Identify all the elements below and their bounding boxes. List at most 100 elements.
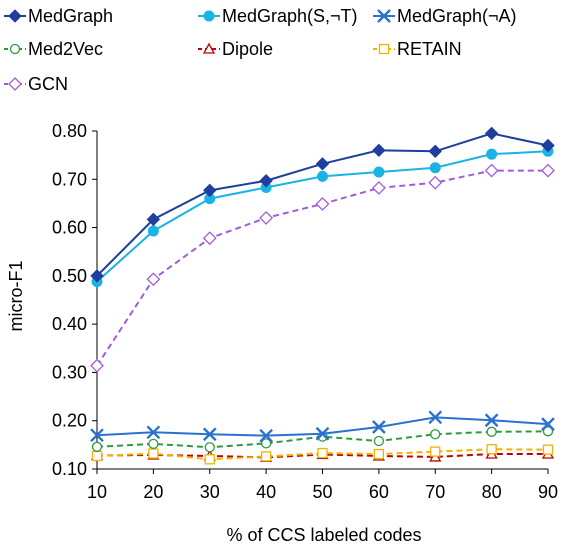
data-point <box>428 144 442 158</box>
series-line <box>96 430 549 449</box>
data-point <box>204 442 215 453</box>
data-point <box>486 444 497 455</box>
x-tick-label: 90 <box>538 482 558 502</box>
legend-swatch-marker <box>202 42 216 54</box>
data-point <box>91 450 103 462</box>
y-tick-label: 0.50 <box>52 266 87 286</box>
data-point <box>371 181 386 195</box>
data-point <box>90 269 104 283</box>
legend-swatch-marker <box>9 43 21 55</box>
data-point <box>202 427 217 442</box>
data-point <box>430 429 441 440</box>
legend-label: RETAIN <box>397 39 462 59</box>
x-tick-label: 10 <box>87 482 107 502</box>
series-med2vec <box>91 426 554 453</box>
x-tick-label: 30 <box>200 482 220 502</box>
legend-item: Med2Vec <box>4 39 103 59</box>
data-point <box>202 231 217 246</box>
data-point <box>372 420 386 434</box>
data-point <box>428 175 443 190</box>
data-point <box>315 196 330 211</box>
series-line <box>96 448 549 461</box>
data-point <box>90 358 104 373</box>
x-tick-label: 40 <box>256 482 276 502</box>
y-tick-label: 0.30 <box>52 362 87 382</box>
data-point <box>541 163 555 178</box>
legend-item: GCN <box>4 74 68 94</box>
data-point <box>204 454 215 465</box>
data-point <box>91 441 103 452</box>
legend-label: Med2Vec <box>28 39 103 59</box>
y-tick-label: 0.10 <box>52 459 87 479</box>
axes: micro-F1 % of CCS labeled codes <box>6 261 422 546</box>
y-tick-label: 0.20 <box>52 411 87 431</box>
y-tick-label: 0.70 <box>52 169 87 189</box>
y-tick-label: 0.60 <box>52 218 87 238</box>
x-axis-label: % of CCS labeled codes <box>226 525 421 545</box>
y-tick-label: 0.40 <box>52 314 87 334</box>
data-point <box>260 451 272 462</box>
series-medgraph <box>90 126 555 283</box>
data-point <box>542 444 554 455</box>
data-point <box>486 148 498 160</box>
x-tick-label: 80 <box>482 482 502 502</box>
legend-swatch-marker <box>378 43 390 55</box>
data-point <box>148 448 159 459</box>
legend-label: GCN <box>28 74 68 94</box>
legend-item: RETAIN <box>373 39 462 59</box>
series-medgraph-a <box>90 410 555 443</box>
data-point <box>203 183 217 198</box>
y-tick-label: 0.80 <box>52 121 87 141</box>
data-point <box>484 413 499 428</box>
data-point <box>373 448 385 460</box>
legend-item: MedGraph(¬A) <box>373 6 517 26</box>
data-point <box>484 126 499 141</box>
data-point <box>372 143 386 158</box>
legend-item: MedGraph(S,¬T) <box>198 6 358 26</box>
data-point <box>542 426 554 437</box>
series-line <box>96 150 549 283</box>
data-point <box>373 435 385 447</box>
data-point <box>315 426 330 441</box>
data-point <box>486 426 497 437</box>
x-tick-label: 20 <box>143 482 163 502</box>
data-point <box>541 138 555 153</box>
data-point <box>541 417 555 431</box>
data-point <box>429 162 441 174</box>
data-point <box>315 157 330 171</box>
legend-item: MedGraph <box>4 6 113 26</box>
series-medgraph-s-t <box>91 145 554 288</box>
data-point <box>317 447 328 459</box>
data-point <box>259 174 273 188</box>
x-tick-label: 50 <box>312 482 332 502</box>
data-point <box>146 425 161 440</box>
series-gcn <box>90 163 555 373</box>
legend: MedGraph MedGraph(S,¬T) MedGraph(¬A) Med2Ve… <box>4 6 517 94</box>
data-point <box>146 272 161 287</box>
data-point <box>259 210 274 225</box>
plot-area: 0.10 0.20 0.30 0.40 0.50 0.60 0.70 0.80 10 20 30 40… <box>52 121 558 502</box>
data-point <box>430 446 441 457</box>
data-point <box>484 163 499 178</box>
legend-label: MedGraph(¬A) <box>397 6 517 26</box>
legend-label: Dipole <box>222 39 273 59</box>
legend-swatch-marker <box>8 9 22 23</box>
data-point <box>317 170 328 182</box>
legend-item: Dipole <box>198 39 273 59</box>
data-point <box>147 225 159 237</box>
legend-label: MedGraph <box>28 6 113 26</box>
data-point <box>428 410 443 425</box>
data-point <box>373 166 385 178</box>
data-point <box>146 212 161 227</box>
data-point <box>148 438 159 450</box>
x-tick-label: 70 <box>425 482 445 502</box>
series-retain <box>91 444 554 465</box>
x-tick-label: 60 <box>369 482 389 502</box>
legend-swatch-marker <box>377 9 391 23</box>
legend-swatch-marker <box>203 10 215 22</box>
y-axis-label: micro-F1 <box>6 261 26 332</box>
legend-swatch-marker <box>8 77 22 91</box>
data-point <box>259 428 273 443</box>
